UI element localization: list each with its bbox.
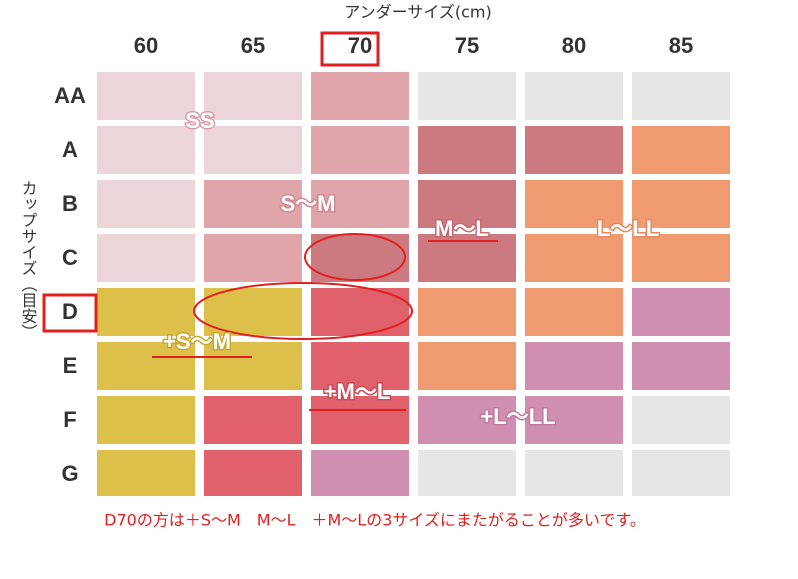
cell [97,396,195,444]
column-header: 65 [241,33,265,58]
cell [311,180,409,228]
cell [97,342,195,390]
cell [418,72,516,120]
cell [418,396,516,444]
cell [632,342,730,390]
highlight-box [42,293,98,333]
column-header: 75 [455,33,479,58]
cell [311,342,409,390]
cell [418,180,516,228]
cell [525,180,623,228]
row-header: F [63,407,76,432]
size-label: +M～L [324,379,391,404]
size-label: L～LL [597,216,659,241]
cell [204,450,302,496]
cell [97,72,195,120]
cell [97,234,195,282]
cell [525,126,623,174]
highlight-ellipse [193,282,413,340]
row-header: A [62,137,78,162]
cell [632,234,730,282]
cell [204,72,302,120]
cell [632,126,730,174]
cell [418,450,516,496]
row-header: D [62,299,78,324]
cell [632,396,730,444]
cell [632,180,730,228]
column-header: 60 [134,33,158,58]
cell [525,234,623,282]
size-label: M～L [435,216,489,241]
cell [418,126,516,174]
cell [632,72,730,120]
cell [418,342,516,390]
cell [204,180,302,228]
highlight-box [320,31,380,67]
caption: D70の方は＋S～M M～L ＋M～Lの3サイズにまたがることが多いです。 [104,511,646,530]
size-label: SS [185,108,214,133]
column-header: 85 [669,33,693,58]
row-header: B [62,191,78,216]
cell [632,450,730,496]
column-header: 70 [348,33,372,58]
cell [418,288,516,336]
cell [204,126,302,174]
cell [525,288,623,336]
row-header: C [62,245,78,270]
cell [97,180,195,228]
cell [204,396,302,444]
highlight-ellipse [304,233,406,281]
axis-x-label: アンダーサイズ(cm) [344,3,491,22]
cell [525,72,623,120]
cell [97,450,195,496]
cell [311,396,409,444]
size-label: +L～LL [480,404,555,429]
size-label: +S～M [163,329,231,354]
cell [525,450,623,496]
size-label: S～M [280,191,335,216]
axis-y-label: カップサイズ（目安） [19,180,38,340]
cell [311,450,409,496]
cell [525,342,623,390]
cell [311,126,409,174]
cell [204,234,302,282]
cell [97,288,195,336]
column-header: 80 [562,33,586,58]
row-header: AA [54,83,86,108]
cell [97,126,195,174]
cell [204,288,302,336]
cell [632,288,730,336]
row-header: E [63,353,78,378]
cell [525,396,623,444]
cell [311,72,409,120]
cell [204,342,302,390]
row-header: G [61,461,78,486]
